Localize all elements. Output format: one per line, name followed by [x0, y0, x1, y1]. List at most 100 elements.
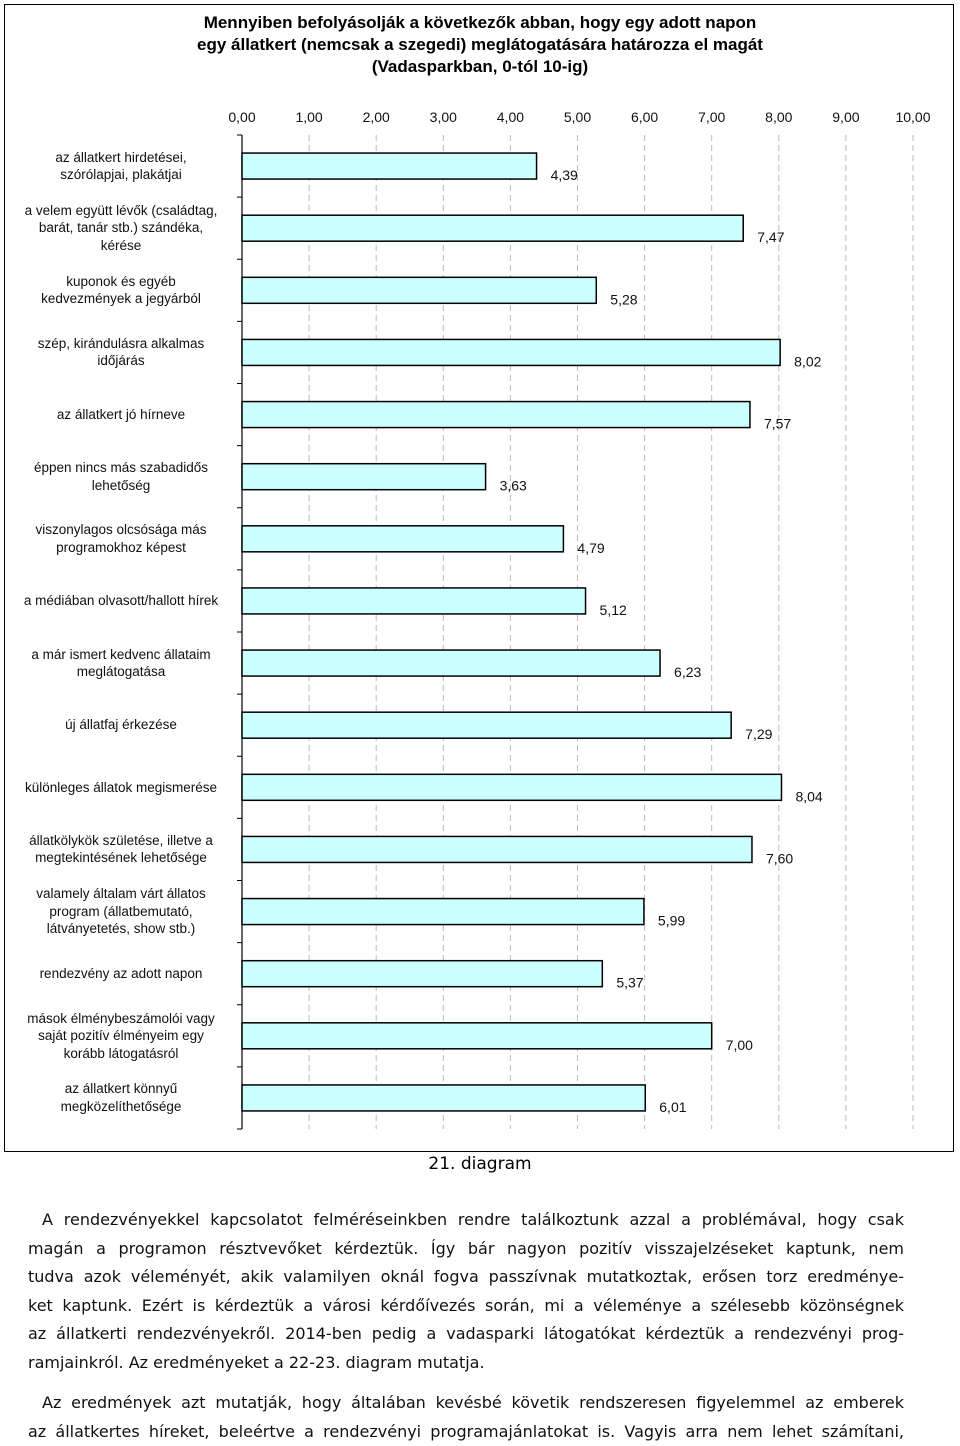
bar — [242, 1085, 645, 1111]
data-label: 5,28 — [610, 291, 637, 307]
bar — [242, 339, 780, 365]
paragraph-2: Az eredmények azt mutatják, hogy általáb… — [28, 1389, 904, 1446]
category-label-line: az állatkert hirdetései, — [5, 149, 237, 167]
category-label-line: viszonylagos olcsósága más — [5, 521, 237, 539]
data-label: 8,02 — [794, 353, 821, 369]
data-label: 5,12 — [600, 602, 627, 618]
category-label-line: mások élménybeszámolói vagy — [5, 1010, 237, 1028]
bar — [242, 402, 750, 428]
category-label-line: kedvezmények a jegyárból — [5, 290, 237, 308]
x-tick-label: 4,00 — [497, 109, 524, 125]
category-label: a velem együtt lévők (családtag,barát, t… — [5, 202, 237, 255]
category-label: az állatkert hirdetései,szórólapjai, pla… — [5, 149, 237, 184]
category-label-line: megközelíthetősége — [5, 1098, 237, 1116]
paragraph-1-line: az állatkerti rendezvényekről. 2014-ben … — [28, 1320, 904, 1349]
category-label-line: a velem együtt lévők (családtag, — [5, 202, 237, 220]
bar — [242, 650, 660, 676]
x-tick-label: 10,00 — [895, 109, 930, 125]
data-label: 6,01 — [659, 1099, 686, 1115]
category-label-line: megtekintésének lehetősége — [5, 849, 237, 867]
bar — [242, 277, 596, 303]
data-label: 7,47 — [757, 229, 784, 245]
category-label-line: új állatfaj érkezése — [5, 716, 237, 734]
category-label-line: programokhoz képest — [5, 539, 237, 557]
data-label: 5,37 — [616, 975, 643, 991]
category-label-line: kuponok és egyéb — [5, 273, 237, 291]
category-label: a médiában olvasott/hallott hírek — [5, 592, 237, 610]
category-label: különleges állatok megismerése — [5, 779, 237, 797]
category-label-line: a már ismert kedvenc állataim — [5, 646, 237, 664]
data-label: 6,23 — [674, 664, 701, 680]
x-tick-label: 7,00 — [698, 109, 725, 125]
category-label-line: időjárás — [5, 352, 237, 370]
paragraph-1-line: ket kaptunk. Ezért is kérdeztük a városi… — [28, 1292, 904, 1321]
x-tick-label: 2,00 — [363, 109, 390, 125]
data-label: 7,57 — [764, 416, 791, 432]
category-label-line: különleges állatok megismerése — [5, 779, 237, 797]
data-label: 5,99 — [658, 913, 685, 929]
bar — [242, 961, 602, 987]
category-label-line: saját pozitív élményeim egy — [5, 1027, 237, 1045]
category-label-line: látványetetés, show stb.) — [5, 920, 237, 938]
chart-frame: Mennyiben befolyásolják a következők abb… — [4, 4, 954, 1152]
category-label: rendezvény az adott napon — [5, 965, 237, 983]
category-label-line: az állatkert könnyű — [5, 1080, 237, 1098]
x-tick-label: 8,00 — [765, 109, 792, 125]
x-tick-label: 6,00 — [631, 109, 658, 125]
x-tick-label: 9,00 — [832, 109, 859, 125]
category-label-line: kérése — [5, 237, 237, 255]
bar — [242, 153, 537, 179]
bar — [242, 774, 781, 800]
category-label-line: meglátogatása — [5, 663, 237, 681]
paragraph-1-line: tudva azok véleményét, akik valamilyen o… — [28, 1263, 904, 1292]
diagram-caption: 21. diagram — [0, 1154, 960, 1174]
paragraph-1-line: ramjainkról. Az eredményeket a 22-23. di… — [28, 1349, 904, 1378]
bar — [242, 588, 586, 614]
data-label: 7,00 — [726, 1037, 753, 1053]
category-label: az állatkert jó hírneve — [5, 406, 237, 424]
bar — [242, 1023, 712, 1049]
data-label: 4,79 — [577, 540, 604, 556]
bar — [242, 712, 731, 738]
data-label: 3,63 — [500, 478, 527, 494]
data-label: 4,39 — [551, 167, 578, 183]
bar — [242, 526, 563, 552]
bar — [242, 899, 644, 925]
category-label-line: barát, tanár stb.) szándéka, — [5, 219, 237, 237]
data-label: 7,60 — [766, 850, 793, 866]
category-label-line: az állatkert jó hírneve — [5, 406, 237, 424]
x-tick-label: 1,00 — [295, 109, 322, 125]
category-label-line: a médiában olvasott/hallott hírek — [5, 592, 237, 610]
data-label: 7,29 — [745, 726, 772, 742]
paragraph-2-line: Az eredmények azt mutatják, hogy általáb… — [28, 1389, 904, 1418]
category-label-line: állatkölykök születése, illetve a — [5, 832, 237, 850]
paragraph-1-line: magán a programon résztvevőket kérdeztük… — [28, 1235, 904, 1264]
category-label-line: lehetőség — [5, 477, 237, 495]
x-tick-label: 5,00 — [564, 109, 591, 125]
x-tick-label: 3,00 — [430, 109, 457, 125]
category-label-line: szép, kirándulásra alkalmas — [5, 335, 237, 353]
bar — [242, 464, 486, 490]
paragraph-1-line: A rendezvényekkel kapcsolatot felmérései… — [28, 1206, 904, 1235]
category-label-line: szórólapjai, plakátjai — [5, 166, 237, 184]
bar — [242, 215, 743, 241]
category-label-line: valamely általam várt állatos — [5, 885, 237, 903]
category-label-line: rendezvény az adott napon — [5, 965, 237, 983]
x-tick-label: 0,00 — [228, 109, 255, 125]
bar — [242, 836, 752, 862]
paragraph-1: A rendezvényekkel kapcsolatot felmérései… — [28, 1206, 904, 1377]
category-label: új állatfaj érkezése — [5, 716, 237, 734]
data-label: 8,04 — [795, 788, 822, 804]
category-label-line: program (állatbemutató, — [5, 903, 237, 921]
category-label-line: korább látogatásról — [5, 1045, 237, 1063]
category-label-line: éppen nincs más szabadidős — [5, 459, 237, 477]
